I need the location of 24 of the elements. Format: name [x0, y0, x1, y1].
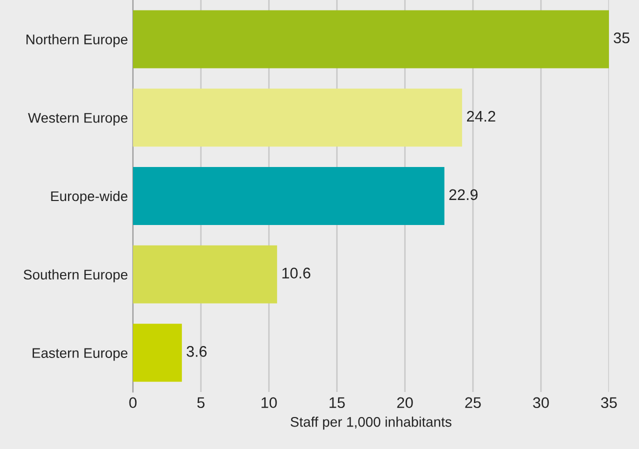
x-tick-label: 10 [262, 397, 277, 408]
data-label: 24.2 [467, 110, 496, 122]
y-tick-label: Eastern Europe [32, 348, 128, 361]
x-tick-label: 5 [197, 397, 205, 408]
y-tick-label: Western Europe [28, 113, 128, 126]
x-tick-label: 35 [601, 397, 617, 408]
bar [132, 88, 462, 147]
bar [132, 10, 609, 68]
y-tick-label: Europe-wide [51, 190, 128, 204]
y-tick-label: Northern Europe [26, 34, 128, 48]
data-label: 3.6 [186, 346, 207, 357]
data-label: 10.6 [282, 268, 310, 278]
bar [132, 166, 444, 225]
x-tick-label: 15 [330, 397, 345, 408]
x-tick-label: 20 [397, 397, 413, 408]
x-tick-label: 30 [533, 397, 549, 408]
x-axis-title: Staff per 1,000 inhabitants [290, 416, 452, 430]
bar [132, 245, 278, 304]
y-tick-label: Southern Europe [24, 269, 128, 282]
x-tick-label: 25 [465, 397, 481, 408]
data-label: 22.9 [449, 189, 478, 200]
data-label: 35 [614, 32, 630, 44]
x-tick-label: 0 [129, 397, 137, 408]
bar [132, 324, 182, 382]
